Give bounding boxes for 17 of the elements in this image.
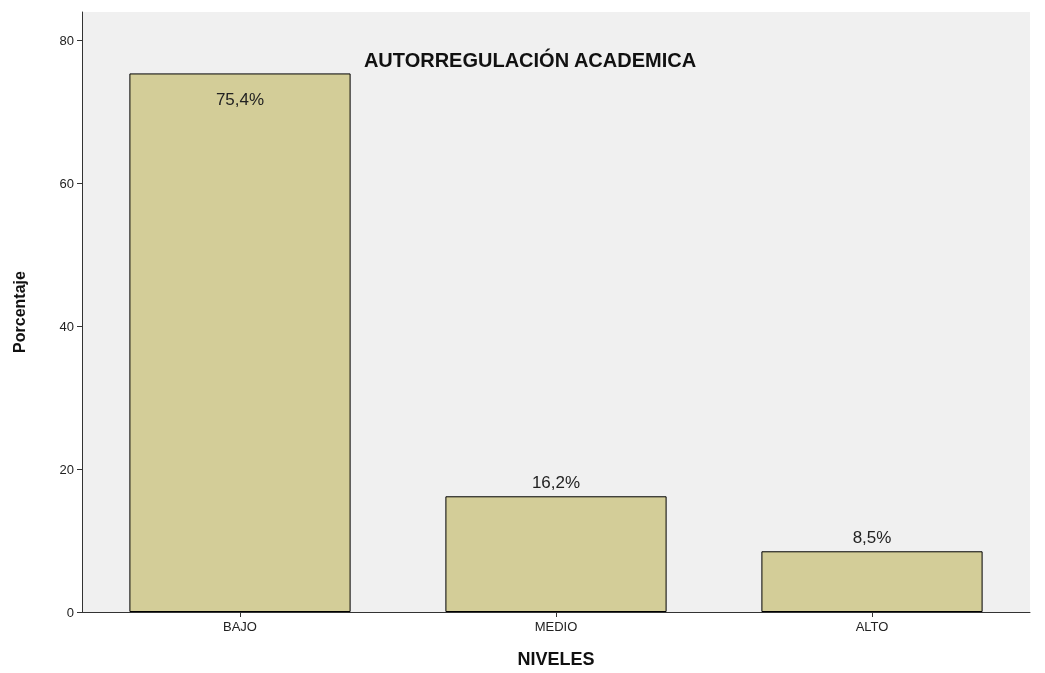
y-axis-title: Porcentaje [10, 270, 28, 353]
x-axis-title: NIVELES [517, 649, 595, 669]
bar [761, 551, 983, 612]
y-tick-label: 60 [59, 175, 74, 191]
y-tick-label: 0 [66, 604, 74, 620]
y-tick-label: 40 [59, 318, 74, 334]
bar [129, 73, 351, 612]
data-label: 75,4% [215, 90, 265, 110]
x-tick-label: BAJO [223, 619, 257, 634]
text: AUTORREGULACIÓN ACADEMICA [363, 48, 697, 71]
data-label: 16,2% [531, 473, 581, 493]
y-tick-label: 20 [59, 461, 74, 477]
bar [445, 496, 667, 612]
data-label: 8,5% [852, 528, 892, 548]
y-tick-label: 80 [59, 33, 74, 49]
x-tick-label: ALTO [855, 619, 889, 634]
x-tick-label: MEDIO [534, 619, 578, 634]
